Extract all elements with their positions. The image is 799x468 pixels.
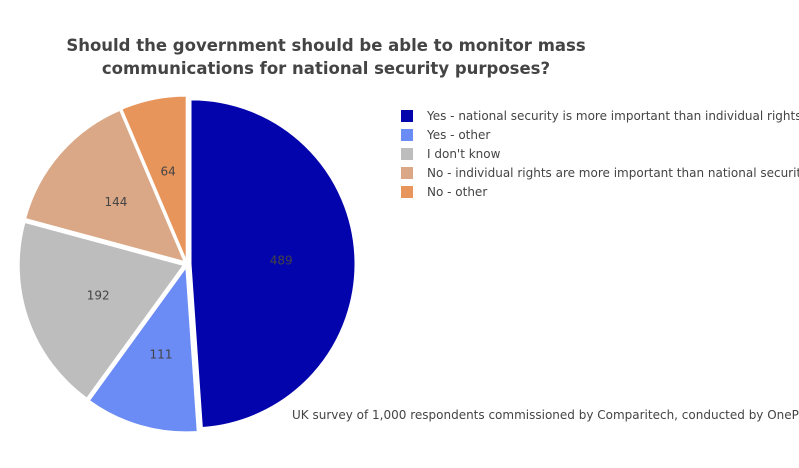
pie-slice-4[interactable] bbox=[121, 95, 187, 261]
pie-slice-1[interactable] bbox=[88, 266, 198, 433]
legend-swatch-3 bbox=[401, 166, 413, 179]
legend: Yes - national security is more importan… bbox=[401, 106, 799, 201]
pie-slice-label-0: 489 bbox=[270, 254, 293, 268]
legend-label-3: No - individual rights are more importan… bbox=[427, 165, 799, 180]
legend-swatch-1 bbox=[401, 128, 413, 141]
chart-title-line-1: Should the government should be able to … bbox=[66, 36, 586, 55]
pie-slice-0[interactable] bbox=[190, 99, 356, 429]
legend-label-2: I don't know bbox=[427, 146, 501, 161]
pie-slice-label-4: 64 bbox=[161, 165, 176, 179]
chart-title: Should the government should be able to … bbox=[60, 34, 592, 80]
pie-slice-3[interactable] bbox=[25, 109, 185, 263]
legend-label-4: No - other bbox=[427, 184, 488, 199]
legend-item-2[interactable]: I don't know bbox=[401, 144, 799, 163]
legend-swatch-2 bbox=[401, 147, 413, 160]
pie-slice-label-2: 192 bbox=[87, 288, 110, 302]
legend-label-1: Yes - other bbox=[427, 127, 491, 142]
legend-item-1[interactable]: Yes - other bbox=[401, 125, 799, 144]
legend-item-0[interactable]: Yes - national security is more importan… bbox=[401, 106, 799, 125]
legend-item-3[interactable]: No - individual rights are more importan… bbox=[401, 163, 799, 182]
legend-label-0: Yes - national security is more importan… bbox=[427, 108, 799, 123]
legend-item-4[interactable]: No - other bbox=[401, 182, 799, 201]
pie-slice-label-3: 144 bbox=[104, 195, 127, 209]
legend-swatch-0 bbox=[401, 109, 413, 122]
pie-slice-2[interactable] bbox=[18, 221, 185, 399]
legend-swatch-4 bbox=[401, 185, 413, 198]
chart-annotation: UK survey of 1,000 respondents commissio… bbox=[292, 408, 799, 422]
chart-title-line-2: communications for national security pur… bbox=[101, 59, 551, 78]
pie-slice-label-1: 111 bbox=[150, 348, 173, 362]
